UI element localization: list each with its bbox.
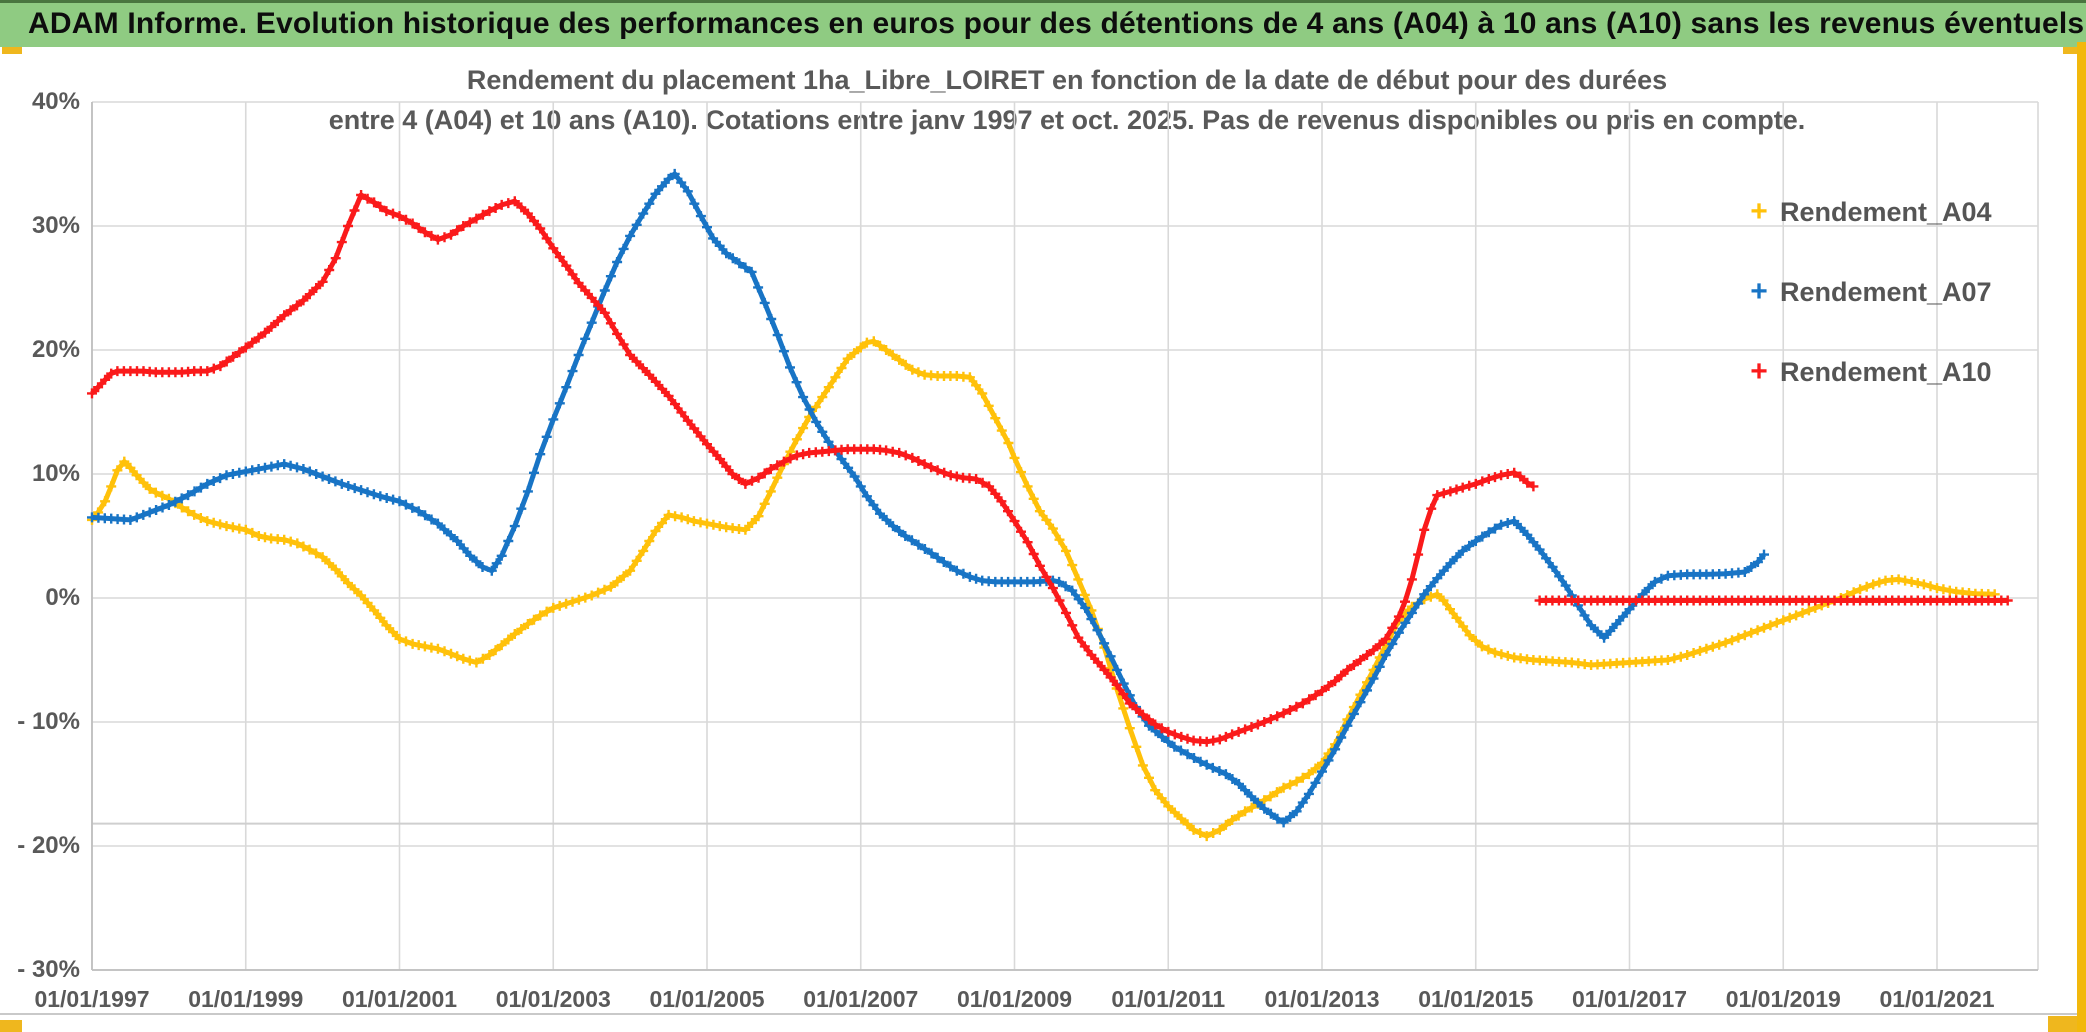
y-axis-tick-label: - 20% <box>17 832 80 859</box>
legend-item-rendement_a07: + Rendement_A07 <box>1742 272 1992 312</box>
bottom-divider <box>0 1013 2086 1015</box>
legend-item-label: Rendement_A04 <box>1780 196 1992 227</box>
page-title: ADAM Informe. Evolution historique des p… <box>28 7 2085 40</box>
y-axis-tick-label: 0% <box>45 584 80 611</box>
chart-title: Rendement du placement 1ha_Libre_LOIRET … <box>92 60 2042 140</box>
legend-plus-marker-icon: + <box>1750 355 1768 388</box>
chart-title-line1: Rendement du placement 1ha_Libre_LOIRET … <box>466 65 1668 95</box>
series-markers-rendement_a10_suite_plate <box>1534 595 2013 606</box>
x-axis-tick-label: 01/01/2007 <box>803 986 919 1012</box>
y-axis-tick-label: 40% <box>31 88 80 115</box>
x-axis-tick-label: 01/01/2021 <box>1879 986 1995 1012</box>
header-bar: ADAM Informe. Evolution historique des p… <box>0 0 2086 47</box>
legend-item-rendement_a10: + Rendement_A10 <box>1742 352 1992 392</box>
gold-corner-mark-bottom-left <box>0 1020 22 1032</box>
series-line-rendement_a04 <box>90 338 1995 839</box>
y-axis-tick-label: 20% <box>31 336 80 363</box>
y-axis-tick-label: - 30% <box>17 956 80 983</box>
x-axis-tick-label: 01/01/2019 <box>1725 986 1841 1012</box>
legend-item-rendement_a04: + Rendement_A04 <box>1742 192 1992 232</box>
x-axis-tick-label: 01/01/2003 <box>495 986 611 1012</box>
x-axis-tick-label: 01/01/2005 <box>649 986 765 1012</box>
y-axis-tick-label: - 10% <box>17 708 80 735</box>
legend-plus-marker-icon: + <box>1750 275 1768 308</box>
legend-item-label: Rendement_A10 <box>1780 356 1992 387</box>
series-markers-rendement_a07 <box>87 168 1769 828</box>
x-axis-tick-label: 01/01/1999 <box>188 986 304 1012</box>
series-markers-rendement_a04 <box>87 336 2000 842</box>
series-markers-rendement_a10 <box>87 190 1539 747</box>
series-line-rendement_a07 <box>91 171 1766 825</box>
x-axis-tick-label: 01/01/2013 <box>1264 986 1380 1012</box>
x-axis-tick-label: 01/01/2001 <box>341 986 458 1012</box>
x-axis-tick-label: 01/01/2009 <box>956 986 1073 1012</box>
x-axis-tick-label: 01/01/2011 <box>1111 986 1226 1012</box>
gold-border-right <box>2077 42 2086 1032</box>
y-axis-tick-label: 30% <box>31 212 80 239</box>
chart-title-line2: entre 4 (A04) et 10 ans (A10). Cotations… <box>328 105 1806 135</box>
gold-corner-mark-bottom-right <box>2048 1016 2086 1032</box>
gold-selection-mark-right <box>2063 47 2086 54</box>
x-axis-tick-label: 01/01/2017 <box>1571 986 1688 1012</box>
gold-selection-mark-left <box>2 47 22 54</box>
y-axis-tick-label: 10% <box>31 460 80 487</box>
legend-item-label: Rendement_A07 <box>1780 276 1992 307</box>
x-axis-tick-label: 01/01/1997 <box>34 986 150 1012</box>
legend-plus-marker-icon: + <box>1750 195 1768 228</box>
x-axis-tick-label: 01/01/2015 <box>1418 986 1534 1012</box>
